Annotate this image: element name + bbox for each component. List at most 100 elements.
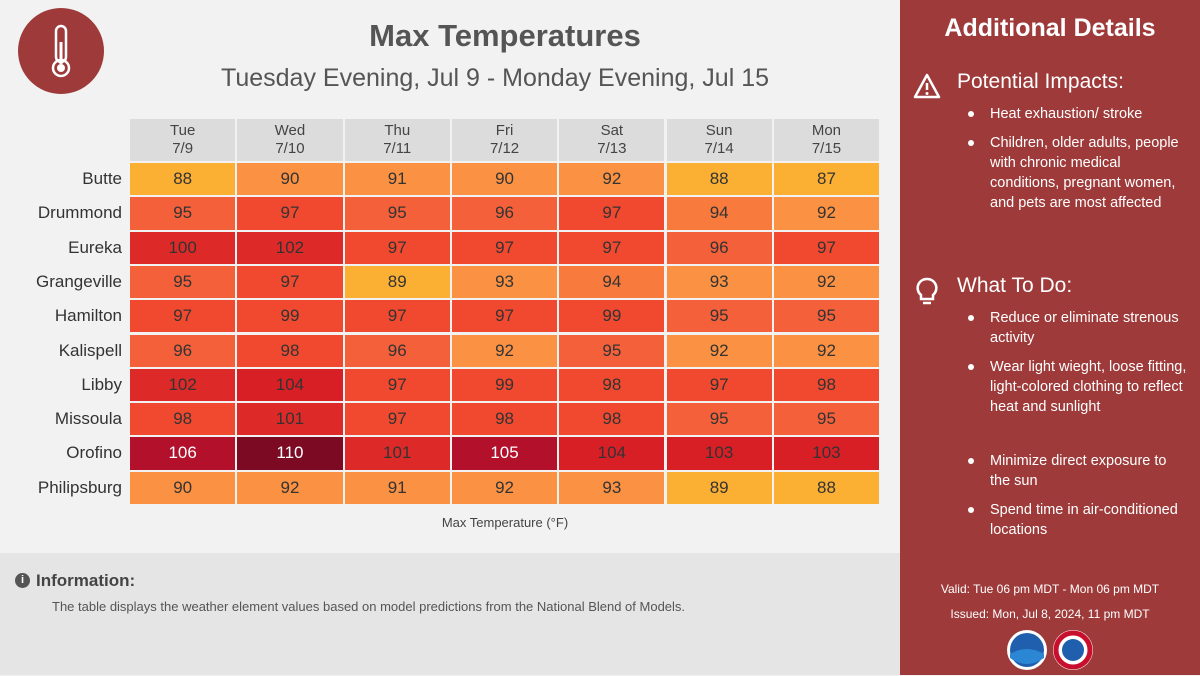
column-header: Wed 7/10 xyxy=(237,119,343,161)
temperature-cell: 89 xyxy=(666,471,772,504)
temperature-cell: 97 xyxy=(451,231,558,264)
column-header: Sat 7/13 xyxy=(559,119,665,161)
temperature-cell: 94 xyxy=(559,265,665,299)
bullet-list: Reduce or eliminate strenous activity Wea… xyxy=(900,308,1200,540)
temperature-cell: 101 xyxy=(344,437,450,470)
row-label: Orofino xyxy=(66,443,122,463)
temperature-cell: 95 xyxy=(666,403,772,436)
column-header: Thu 7/11 xyxy=(344,119,450,161)
temperature-cell: 97 xyxy=(773,231,880,264)
temperature-cell: 95 xyxy=(130,197,236,230)
information-panel: i Information: The table displays the we… xyxy=(0,553,900,675)
table-caption: Max Temperature (°F) xyxy=(441,515,569,530)
bullet-item: Wear light wieght, loose fitting, light-… xyxy=(968,357,1190,417)
row-label: Missoula xyxy=(54,409,122,429)
column-day: Fri xyxy=(495,122,514,139)
row-label: Eureka xyxy=(68,237,122,257)
temperature-cell: 96 xyxy=(451,197,558,230)
thermometer-icon xyxy=(18,8,104,94)
temperature-cell: 95 xyxy=(773,403,880,436)
column-header: Fri 7/12 xyxy=(451,119,558,161)
temperature-cell: 95 xyxy=(559,334,665,367)
temperature-cell: 93 xyxy=(451,265,558,299)
temperature-cell: 91 xyxy=(344,471,450,504)
temperature-cell: 97 xyxy=(237,265,343,299)
column-date: 7/15 xyxy=(811,140,842,157)
title: Max Temperatures xyxy=(369,18,641,53)
temperature-cell: 89 xyxy=(344,265,450,299)
column-date: 7/9 xyxy=(172,140,194,157)
temperature-cell: 96 xyxy=(344,334,450,367)
temperature-cell: 101 xyxy=(237,403,343,436)
temperature-cell: 88 xyxy=(666,163,772,196)
issued-time: Issued: Mon, Jul 8, 2024, 11 pm MDT xyxy=(950,607,1150,621)
temperature-cell: 96 xyxy=(130,334,236,367)
section-heading: Potential Impacts: xyxy=(957,70,1124,93)
temperature-cell: 88 xyxy=(773,471,880,504)
temperature-cell: 102 xyxy=(237,231,343,264)
row-label: Drummond xyxy=(37,203,122,223)
column-date: 7/13 xyxy=(597,140,627,157)
bullet-item: Children, older adults, people with chro… xyxy=(968,133,1190,213)
row-label: Grangeville xyxy=(36,271,122,291)
agency-logos xyxy=(1007,630,1093,670)
column-date: 7/14 xyxy=(704,140,734,157)
temperature-cell: 97 xyxy=(559,197,665,230)
temperature-cell: 96 xyxy=(666,231,772,264)
temperature-cell: 110 xyxy=(237,437,343,470)
section-icon xyxy=(916,277,938,305)
bullet-item: Spend time in air-conditioned locations xyxy=(968,500,1190,540)
bullet-list: Heat exhaustion/ stroke Children, older a… xyxy=(900,104,1200,213)
column-day: Sun xyxy=(705,122,733,139)
temperature-cell: 97 xyxy=(130,300,236,333)
column-header: Mon 7/15 xyxy=(773,119,880,161)
temperature-cell: 91 xyxy=(344,163,450,196)
row-label: Hamilton xyxy=(54,306,122,326)
main-panel: Max Temperatures Tuesday Evening, Jul 9 … xyxy=(18,8,880,530)
temperature-cell: 98 xyxy=(451,403,558,436)
temperature-cell: 97 xyxy=(344,368,450,402)
bullet-item: Reduce or eliminate strenous activity xyxy=(968,308,1190,348)
temperature-cell: 92 xyxy=(773,265,880,299)
temperature-cell: 98 xyxy=(130,403,236,436)
column-date: 7/10 xyxy=(275,140,305,157)
information-text: The table displays the weather element v… xyxy=(52,599,686,614)
row-label: Butte xyxy=(82,169,122,188)
temperature-cell: 100 xyxy=(130,231,236,264)
row-label: Kalispell xyxy=(58,340,122,360)
details-title: Additional Details xyxy=(944,14,1156,42)
temperature-cell: 97 xyxy=(666,368,772,402)
temperature-cell: 106 xyxy=(130,437,236,470)
temperature-cell: 88 xyxy=(130,163,236,196)
section-icon xyxy=(913,73,941,99)
temperature-cell: 99 xyxy=(237,300,343,333)
temperature-cell: 103 xyxy=(666,437,772,470)
temperature-cell: 98 xyxy=(237,334,343,367)
temperature-cell: 87 xyxy=(773,163,880,196)
temperature-cell: 102 xyxy=(130,368,236,402)
info-icon: i xyxy=(15,573,30,588)
information-heading: Information: xyxy=(36,571,136,590)
temperature-cell: 103 xyxy=(773,437,880,470)
temperature-cell: 98 xyxy=(559,403,665,436)
column-day: Mon xyxy=(811,122,842,139)
temperature-cell: 97 xyxy=(237,197,343,230)
temperature-cell: 98 xyxy=(559,368,665,402)
temperature-cell: 90 xyxy=(130,471,236,504)
row-label: Libby xyxy=(81,374,122,394)
temperature-cell: 92 xyxy=(451,334,558,367)
bullet-item: Minimize direct exposure to the sun xyxy=(968,451,1190,491)
temperature-cell: 95 xyxy=(666,300,772,333)
temperature-cell: 94 xyxy=(666,197,772,230)
temperature-cell: 97 xyxy=(344,403,450,436)
column-day: Wed xyxy=(274,122,306,139)
column-day: Tue xyxy=(170,122,196,139)
bullet-item: Heat exhaustion/ stroke xyxy=(968,104,1190,124)
temperature-cell: 97 xyxy=(451,300,558,333)
details-panel: Additional Details Valid: Tue 06 pm MDT … xyxy=(900,0,1200,675)
temperature-cell: 99 xyxy=(559,300,665,333)
row-label: Philipsburg xyxy=(37,477,122,497)
column-day: Thu xyxy=(384,122,411,139)
temperature-cell: 99 xyxy=(451,368,558,402)
temperature-cell: 90 xyxy=(451,163,558,196)
